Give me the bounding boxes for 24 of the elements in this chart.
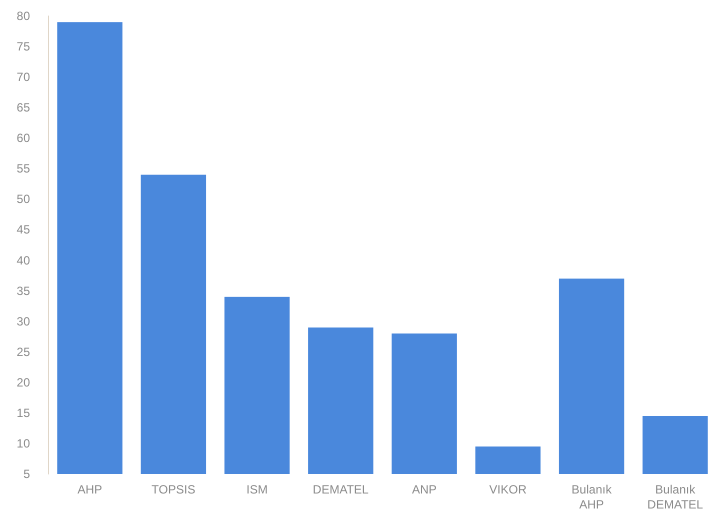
y-tick-label: 70: [16, 70, 30, 84]
y-tick-label: 50: [16, 192, 30, 206]
x-tick-label: Bulanık AHP: [572, 482, 613, 512]
y-tick-label: 25: [16, 344, 30, 359]
y-tick-label: 75: [16, 40, 30, 54]
x-tick-label: DEMATEL: [312, 482, 369, 496]
x-tick-label: Bulanık DEMATEL: [647, 482, 704, 512]
x-tick-label: ANP: [412, 482, 437, 496]
y-tick-label: 15: [16, 406, 30, 420]
x-tick-label: VIKOR: [489, 482, 527, 496]
y-tick-label: 35: [16, 284, 30, 298]
x-tick-label: TOPSIS: [152, 482, 196, 496]
y-tick-label: 80: [16, 9, 30, 23]
y-tick-label: 30: [16, 314, 30, 328]
y-tick-label: 40: [16, 253, 30, 268]
y-tick-label: 5: [23, 467, 30, 481]
y-tick-label: 10: [16, 436, 30, 450]
y-tick-label: 65: [16, 100, 30, 115]
y-tick-label: 45: [16, 222, 30, 237]
y-tick-label: 55: [16, 162, 30, 176]
x-tick-label: AHP: [77, 482, 102, 496]
x-tick-label: ISM: [246, 482, 268, 496]
y-tick-label: 60: [16, 131, 30, 146]
y-tick-label: 20: [16, 375, 30, 390]
